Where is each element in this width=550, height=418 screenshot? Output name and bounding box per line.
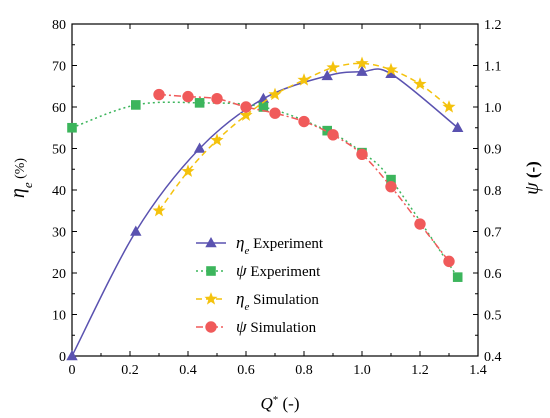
data-point bbox=[356, 65, 368, 76]
y-right-tick-label: 0.9 bbox=[484, 143, 502, 158]
data-point bbox=[355, 56, 369, 70]
y-left-tick-label: 20 bbox=[52, 267, 66, 282]
data-point bbox=[327, 129, 339, 141]
y-left-tick-label: 80 bbox=[52, 18, 66, 33]
data-point bbox=[193, 142, 206, 153]
data-point bbox=[384, 62, 398, 76]
data-point bbox=[386, 174, 396, 185]
x-tick-label: 0.2 bbox=[121, 363, 139, 378]
series-0 bbox=[66, 65, 464, 361]
y-left-tick-label: 40 bbox=[52, 184, 66, 199]
data-point bbox=[385, 67, 397, 78]
legend-marker bbox=[205, 237, 217, 248]
data-point bbox=[131, 100, 141, 110]
legend-marker bbox=[206, 266, 216, 276]
legend-label: ηe Simulation bbox=[236, 289, 319, 313]
data-point bbox=[326, 60, 340, 74]
x-tick-label: 0 bbox=[69, 363, 76, 378]
y-right-tick-label: 0.8 bbox=[484, 184, 502, 199]
y-right-tick-label: 1.1 bbox=[484, 60, 502, 75]
legend-label: ψ Experiment bbox=[236, 261, 321, 280]
y-right-tick-label: 0.6 bbox=[484, 267, 502, 282]
y-left-tick-label: 0 bbox=[59, 350, 66, 365]
y-left-axis-title: ηe (%) bbox=[7, 158, 35, 199]
x-tick-label: 0.6 bbox=[237, 363, 255, 378]
legend-item: ψ Simulation bbox=[196, 317, 317, 336]
legend-item: ψ Experiment bbox=[196, 261, 321, 280]
legend-label: ψ Simulation bbox=[236, 317, 317, 336]
series-line bbox=[71, 68, 459, 357]
y-left-tick-label: 10 bbox=[52, 309, 66, 324]
data-point bbox=[321, 69, 333, 81]
data-point bbox=[258, 102, 269, 112]
data-point bbox=[152, 203, 166, 217]
legend-item: ηe Simulation bbox=[196, 289, 319, 313]
data-point bbox=[239, 108, 253, 121]
y-left-tick-label: 60 bbox=[52, 101, 66, 116]
y-right-tick-label: 0.5 bbox=[484, 309, 502, 324]
series-layer bbox=[66, 56, 464, 361]
data-point bbox=[268, 87, 282, 101]
data-point bbox=[452, 272, 463, 282]
data-point bbox=[153, 88, 165, 101]
data-point bbox=[356, 148, 368, 161]
y-left-tick-label: 50 bbox=[52, 143, 66, 158]
data-point bbox=[67, 122, 77, 133]
y-right-tick-label: 1.2 bbox=[484, 18, 502, 33]
legend: ηe Experiment ψ Experiment ηe Simulation ψ … bbox=[196, 233, 324, 336]
data-point bbox=[297, 73, 311, 86]
data-point bbox=[452, 121, 464, 132]
x-tick-label: 0.8 bbox=[295, 363, 313, 378]
x-axis: 0 0.2 0.4 0.6 0.8 1.0 1.2 1.4 bbox=[69, 24, 487, 378]
series-line bbox=[158, 93, 450, 262]
data-point bbox=[269, 107, 281, 119]
series-3 bbox=[153, 88, 455, 268]
data-point bbox=[66, 350, 78, 361]
y-axis-left: 0 10 20 30 40 50 60 70 80 bbox=[52, 18, 77, 365]
x-tick-label: 1.4 bbox=[469, 363, 487, 378]
series-line bbox=[158, 62, 450, 212]
data-point bbox=[443, 255, 455, 268]
y-right-tick-label: 1.0 bbox=[484, 101, 502, 116]
x-tick-label: 0.4 bbox=[179, 363, 197, 378]
legend-label: ηe Experiment bbox=[236, 233, 324, 257]
y-right-axis-title: ψ (-) bbox=[521, 161, 543, 195]
legend-item: ηe Experiment bbox=[196, 233, 324, 257]
series-1 bbox=[67, 98, 463, 282]
data-point bbox=[240, 101, 252, 113]
x-tick-label: 1.0 bbox=[353, 363, 371, 378]
data-point bbox=[385, 180, 397, 193]
data-point bbox=[181, 164, 195, 177]
y-axis-right: 0.4 0.5 0.6 0.7 0.8 0.9 1.0 1.1 1.2 bbox=[473, 18, 502, 365]
x-axis-title: Q* (-) bbox=[260, 394, 299, 413]
y-right-tick-label: 0.4 bbox=[484, 350, 502, 365]
data-point bbox=[414, 218, 426, 230]
y-left-tick-label: 70 bbox=[52, 60, 66, 75]
x-tick-label: 1.2 bbox=[411, 363, 429, 378]
data-point bbox=[130, 225, 142, 236]
y-left-tick-label: 30 bbox=[52, 226, 66, 241]
data-point bbox=[211, 93, 223, 105]
data-point bbox=[298, 115, 310, 128]
data-point bbox=[182, 90, 194, 103]
data-point bbox=[413, 77, 427, 90]
series-2 bbox=[152, 56, 456, 217]
legend-marker bbox=[205, 321, 217, 333]
data-point bbox=[442, 100, 456, 113]
data-point bbox=[322, 125, 332, 136]
data-point bbox=[210, 133, 224, 146]
data-point bbox=[194, 98, 205, 108]
y-right-tick-label: 0.7 bbox=[484, 226, 502, 241]
legend-marker bbox=[204, 292, 218, 305]
